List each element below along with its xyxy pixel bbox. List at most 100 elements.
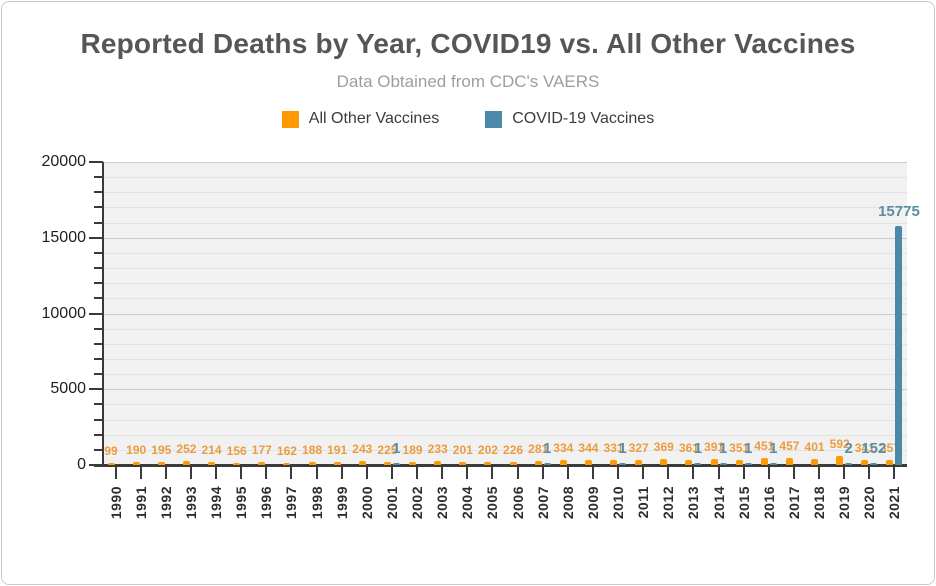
bar-covid19-vaccines[interactable] (769, 462, 777, 465)
x-axis-label: 2012 (658, 486, 678, 542)
x-axis-label: 2011 (633, 486, 653, 542)
bar-covid19-vaccines[interactable] (392, 462, 400, 465)
bar-label-all-other-vaccines: 361 (678, 440, 699, 455)
bar-all-other-vaccines[interactable] (534, 460, 542, 465)
x-axis-label-text: 2003 (434, 486, 451, 520)
y-tick-minor (94, 176, 103, 179)
legend-label-all-other-vaccines: All Other Vaccines (308, 110, 440, 127)
bar-covid19-vaccines[interactable] (895, 226, 903, 465)
bar-all-other-vaccines[interactable] (660, 459, 668, 465)
x-axis-label: 1997 (281, 486, 301, 542)
bar-label-all-other-vaccines: 195 (151, 443, 172, 458)
gridline-minor (103, 207, 907, 209)
bar-label-all-other-vaccines: 188 (302, 443, 323, 458)
x-tick (591, 467, 594, 479)
legend-item-all-other-vaccines: All Other Vaccines (281, 110, 440, 128)
bar-all-other-vaccines[interactable] (434, 461, 442, 465)
bar-all-other-vaccines[interactable] (283, 462, 291, 465)
gridline-major (103, 237, 907, 239)
x-tick (290, 467, 293, 479)
bar-all-other-vaccines[interactable] (409, 462, 417, 465)
bar-all-other-vaccines[interactable] (182, 461, 190, 465)
x-tick (767, 467, 770, 479)
gridline-minor (103, 358, 907, 360)
x-axis-label-text: 2016 (760, 486, 777, 520)
bar-label-all-other-vaccines: 225 (377, 442, 398, 457)
bar-all-other-vaccines[interactable] (610, 459, 618, 465)
bar-all-other-vaccines[interactable] (785, 458, 793, 465)
x-tick (114, 467, 117, 479)
gridline-minor (103, 268, 907, 270)
x-axis-label-text: 2009 (584, 486, 601, 520)
x-axis-label: 1995 (231, 486, 251, 542)
bar-all-other-vaccines[interactable] (760, 458, 768, 465)
x-axis-label-text: 2002 (409, 486, 426, 520)
bar-all-other-vaccines[interactable] (233, 462, 241, 465)
bar-covid19-vaccines[interactable] (845, 462, 853, 465)
x-axis-label-text: 2013 (685, 486, 702, 520)
bar-all-other-vaccines[interactable] (559, 459, 567, 465)
x-axis-label: 2009 (583, 486, 603, 542)
bar-all-other-vaccines[interactable] (836, 456, 844, 465)
bar-covid19-vaccines[interactable] (870, 462, 878, 465)
gridline-minor (103, 343, 907, 345)
x-axis-label: 2021 (884, 486, 904, 542)
bar-all-other-vaccines[interactable] (584, 459, 592, 465)
bar-all-other-vaccines[interactable] (208, 461, 216, 465)
y-axis-tick-label: 15000 (41, 228, 87, 246)
bar-label-all-other-vaccines: 344 (578, 440, 599, 455)
x-tick (315, 467, 318, 479)
bar-all-other-vaccines[interactable] (459, 461, 467, 465)
x-axis-label-text: 2014 (710, 486, 727, 520)
bar-covid19-vaccines[interactable] (744, 462, 752, 465)
y-tick-minor (94, 448, 103, 451)
bar-all-other-vaccines[interactable] (383, 461, 391, 465)
bar-covid19-vaccines[interactable] (694, 462, 702, 465)
gridline-minor (103, 434, 907, 436)
x-tick (365, 467, 368, 479)
bar-covid19-vaccines[interactable] (719, 462, 727, 465)
bar-label-all-other-vaccines: 202 (477, 442, 498, 457)
bar-covid19-vaccines[interactable] (543, 462, 551, 465)
bar-all-other-vaccines[interactable] (635, 460, 643, 465)
bar-all-other-vaccines[interactable] (308, 462, 316, 465)
x-axis-label: 2016 (759, 486, 779, 542)
bar-all-other-vaccines[interactable] (258, 462, 266, 465)
bar-all-other-vaccines[interactable] (710, 459, 718, 465)
bar-all-other-vaccines[interactable] (861, 459, 869, 465)
bar-all-other-vaccines[interactable] (132, 462, 140, 465)
x-axis-label-text: 1994 (208, 486, 225, 520)
bar-all-other-vaccines[interactable] (509, 461, 517, 465)
x-tick (692, 467, 695, 479)
x-tick (139, 467, 142, 479)
x-tick (441, 467, 444, 479)
x-tick (868, 467, 871, 479)
x-tick (893, 467, 896, 479)
bar-all-other-vaccines[interactable] (484, 461, 492, 465)
x-axis-label: 2004 (457, 486, 477, 542)
x-axis-label: 2001 (382, 486, 402, 542)
bar-all-other-vaccines[interactable] (811, 458, 819, 465)
x-tick (566, 467, 569, 479)
bar-covid19-vaccines[interactable] (619, 462, 627, 465)
bar-all-other-vaccines[interactable] (886, 459, 894, 465)
bar-all-other-vaccines[interactable] (157, 462, 165, 465)
bar-all-other-vaccines[interactable] (107, 462, 115, 465)
bar-label-covid19-vaccines: 2 (844, 439, 853, 457)
bar-all-other-vaccines[interactable] (735, 459, 743, 465)
bar-label-all-other-vaccines: 252 (176, 442, 197, 457)
x-axis-label: 1993 (181, 486, 201, 542)
y-tick-major (89, 161, 103, 163)
chart-subtitle: Data Obtained from CDC's VAERS (336, 72, 600, 91)
y-tick-minor (94, 433, 103, 436)
x-tick (717, 467, 720, 479)
bar-all-other-vaccines[interactable] (685, 459, 693, 465)
bar-label-covid19-vaccines: 1 (543, 439, 552, 457)
y-tick-major (89, 388, 103, 391)
bar-label-all-other-vaccines: 401 (804, 439, 825, 454)
bar-all-other-vaccines[interactable] (333, 462, 341, 465)
x-axis-label-text: 2004 (459, 486, 476, 520)
bar-all-other-vaccines[interactable] (358, 461, 366, 465)
x-axis-label: 2002 (407, 486, 427, 542)
y-tick-minor (94, 418, 103, 421)
